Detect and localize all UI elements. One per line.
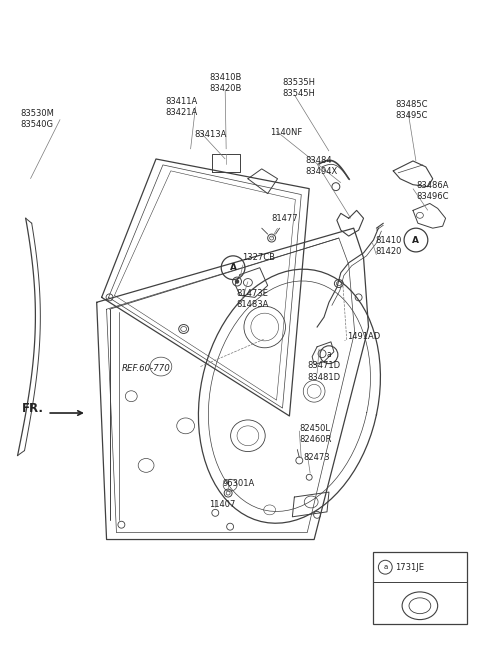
Text: A: A bbox=[229, 263, 237, 272]
Text: A: A bbox=[412, 236, 420, 244]
Text: 83471D
83481D: 83471D 83481D bbox=[307, 361, 340, 382]
Text: 1140NF: 1140NF bbox=[270, 128, 302, 137]
Text: 1327CB: 1327CB bbox=[242, 254, 275, 262]
Text: 11407: 11407 bbox=[209, 501, 236, 509]
Text: a: a bbox=[326, 350, 331, 359]
Text: 83535H
83545H: 83535H 83545H bbox=[283, 78, 315, 98]
Text: FR.: FR. bbox=[22, 401, 44, 415]
Text: 83413A: 83413A bbox=[194, 130, 227, 139]
Text: 83410B
83420B: 83410B 83420B bbox=[209, 73, 241, 93]
Text: 96301A: 96301A bbox=[222, 479, 254, 487]
Text: 83484
83494X: 83484 83494X bbox=[305, 156, 337, 176]
Text: a: a bbox=[383, 564, 387, 570]
Text: 82473: 82473 bbox=[303, 453, 330, 462]
Ellipse shape bbox=[236, 280, 239, 283]
Bar bbox=[373, 553, 468, 623]
Text: 83530M
83540G: 83530M 83540G bbox=[21, 110, 54, 129]
Text: 81473E
81483A: 81473E 81483A bbox=[236, 289, 268, 309]
Text: 81410
81420: 81410 81420 bbox=[375, 236, 402, 256]
Text: 81477: 81477 bbox=[272, 214, 298, 223]
Text: 82450L
82460R: 82450L 82460R bbox=[300, 424, 332, 444]
Text: 1491AD: 1491AD bbox=[347, 332, 380, 342]
Text: 1731JE: 1731JE bbox=[395, 562, 424, 572]
Text: 83485C
83495C: 83485C 83495C bbox=[395, 99, 428, 120]
Text: REF.60-770: REF.60-770 bbox=[121, 364, 170, 373]
Text: 83486A
83496C: 83486A 83496C bbox=[416, 181, 448, 200]
Text: 83411A
83421A: 83411A 83421A bbox=[166, 97, 198, 117]
